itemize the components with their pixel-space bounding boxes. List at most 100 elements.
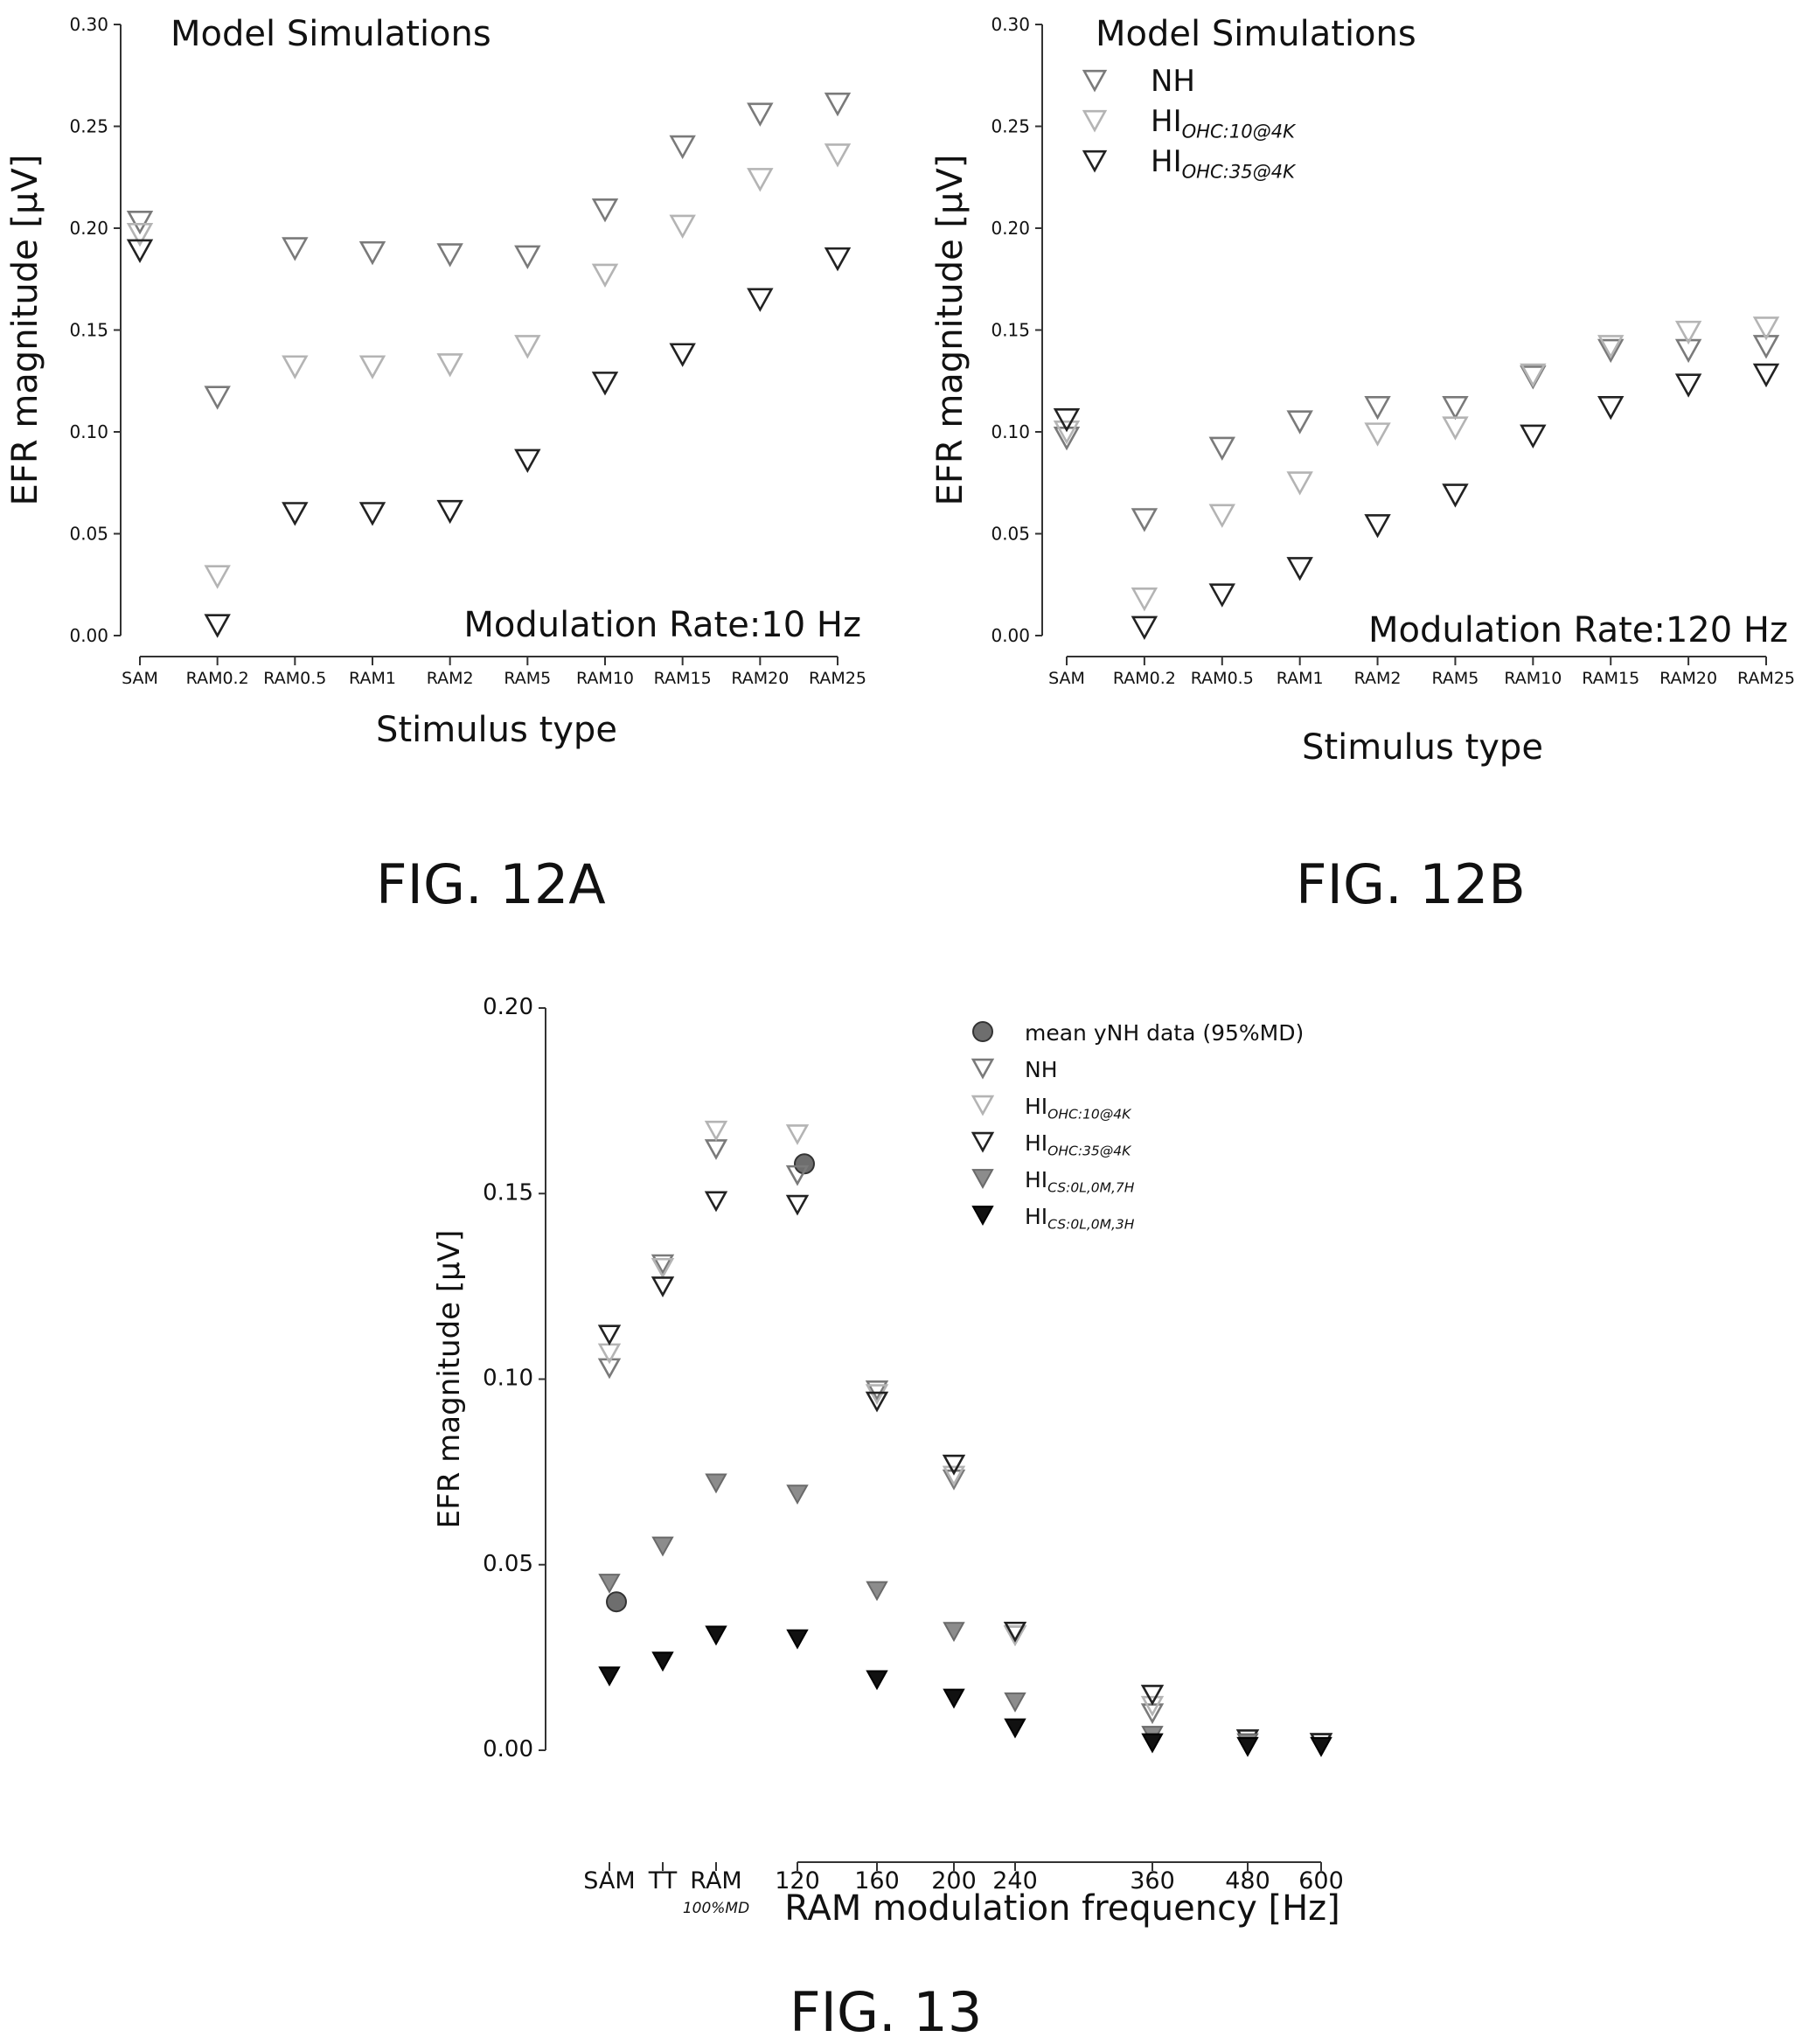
marker-cs7 bbox=[786, 1484, 809, 1505]
legend-label-hi10-main: HI bbox=[1025, 1094, 1047, 1119]
marker-hi35 bbox=[436, 499, 463, 525]
marker-hi10 bbox=[785, 1124, 810, 1145]
x-tick-label: RAM2 bbox=[427, 669, 474, 688]
marker-hi10 bbox=[942, 1465, 966, 1487]
marker-nh bbox=[747, 102, 774, 127]
marker-hi10 bbox=[204, 565, 231, 589]
x-tick-label: RAM15 bbox=[654, 669, 712, 688]
marker-hi10 bbox=[651, 1257, 675, 1279]
marker-hi35 bbox=[126, 239, 154, 264]
x-tick-label: RAM0.2 bbox=[186, 669, 249, 688]
x-tick-label: 360 bbox=[1130, 1867, 1175, 1895]
rate-annotation: Modulation Rate:120 Hz bbox=[1368, 610, 1788, 650]
x-tick-label: RAM20 bbox=[731, 669, 789, 688]
marker-nh bbox=[436, 243, 463, 268]
marker-nh bbox=[1286, 410, 1313, 435]
y-tick-label: 0.25 bbox=[69, 116, 108, 137]
y-axis-label: EFR magnitude [μV] bbox=[930, 155, 971, 506]
y-axis-label: EFR magnitude [μV] bbox=[5, 155, 45, 506]
marker-nh bbox=[865, 1380, 889, 1401]
legend-marker-data bbox=[972, 1021, 993, 1042]
legend-label-hi10-sub: OHC:10@4K bbox=[1047, 1107, 1132, 1123]
marker-cs3 bbox=[866, 1670, 888, 1691]
marker-hi35 bbox=[669, 343, 696, 367]
legend-label-hi10: HIOHC:10@4K bbox=[1025, 1094, 1132, 1123]
y-tick-label: 0.20 bbox=[991, 218, 1030, 239]
x-tick-label: RAM25 bbox=[1737, 669, 1795, 688]
marker-hi10 bbox=[1597, 335, 1625, 359]
marker-hi10 bbox=[1674, 320, 1702, 345]
x-axis-label: RAM modulation frequency [Hz] bbox=[784, 1888, 1340, 1929]
marker-hi35 bbox=[514, 448, 541, 473]
y-tick-label: 0.15 bbox=[483, 1179, 533, 1206]
marker-cs7 bbox=[651, 1536, 674, 1557]
y-tick-label: 0.05 bbox=[991, 524, 1030, 545]
marker-hi35 bbox=[1442, 483, 1469, 508]
marker-cs3 bbox=[651, 1651, 674, 1672]
x-tick-label: 120 bbox=[775, 1867, 820, 1895]
marker-nh bbox=[282, 237, 309, 261]
legend-label-cs3: HICS:0L,0M,3H bbox=[1025, 1204, 1135, 1233]
marker-cs3 bbox=[1310, 1736, 1332, 1757]
y-tick-label: 0.00 bbox=[483, 1736, 533, 1762]
caption-fig-12b: FIG. 12B bbox=[1296, 852, 1526, 916]
x-tick-label: 200 bbox=[931, 1867, 977, 1895]
marker-cs3 bbox=[1141, 1733, 1164, 1754]
x-tick-label: RAM0.5 bbox=[263, 669, 326, 688]
marker-nh bbox=[651, 1254, 675, 1276]
legend-marker-nh bbox=[1082, 69, 1108, 93]
legend-label-hi35: HIOHC:35@4K bbox=[1151, 144, 1297, 182]
marker-nh bbox=[669, 135, 696, 160]
legend-label-hi35-sub: OHC:35@4K bbox=[1047, 1144, 1132, 1159]
marker-cs7 bbox=[943, 1622, 965, 1643]
y-tick-label: 0.20 bbox=[483, 994, 533, 1020]
legend: mean yNH data (95%MD)NHHIOHC:10@4KHIOHC:… bbox=[971, 1020, 1304, 1233]
marker-hi35 bbox=[1520, 424, 1547, 449]
marker-hi10 bbox=[282, 355, 309, 379]
marker-nh bbox=[1597, 338, 1625, 364]
marker-hi35 bbox=[865, 1391, 889, 1413]
marker-nh bbox=[204, 386, 231, 410]
legend-label-data-main: mean yNH data (95%MD) bbox=[1025, 1020, 1304, 1046]
marker-hi35 bbox=[942, 1454, 966, 1476]
x-tick-label: SAM bbox=[583, 1867, 635, 1895]
marker-hi10 bbox=[824, 143, 852, 168]
y-tick-label: 0.30 bbox=[991, 14, 1030, 35]
marker-cs7 bbox=[1004, 1692, 1026, 1713]
marker-hi35 bbox=[282, 502, 309, 526]
marker-nh bbox=[942, 1469, 966, 1491]
legend-label-nh-main: NH bbox=[1025, 1057, 1058, 1082]
x-axis-label: Stimulus type bbox=[1302, 727, 1543, 768]
marker-hi35 bbox=[1053, 408, 1081, 433]
legend-marker-hi35 bbox=[1082, 149, 1108, 173]
legend-label-nh: NH bbox=[1025, 1057, 1058, 1082]
marker-hi10 bbox=[1520, 363, 1547, 388]
marker-hi10 bbox=[1003, 1625, 1027, 1646]
marker-hi35 bbox=[1364, 514, 1391, 539]
x-tick-label: RAM0.5 bbox=[1191, 669, 1254, 688]
marker-cs3 bbox=[786, 1629, 809, 1650]
marker-hi10 bbox=[865, 1384, 889, 1406]
marker-hi10 bbox=[1053, 420, 1081, 445]
marker-hi10 bbox=[1442, 416, 1469, 441]
legend-marker-cs3 bbox=[971, 1206, 994, 1226]
x-tick-label: RAM10 bbox=[1504, 669, 1562, 688]
marker-hi35 bbox=[747, 288, 774, 312]
x-tick-label: RAM15 bbox=[1582, 669, 1639, 688]
marker-hi35 bbox=[1140, 1685, 1165, 1706]
chart-panel-2: 0.00 0.05 0.10 0.15 0.20 0.25 0.30 EFR magnitud… bbox=[930, 14, 1795, 768]
chart-title: Model Simulations bbox=[170, 14, 491, 54]
x-tick-label: 480 bbox=[1225, 1867, 1270, 1895]
marker-hi35 bbox=[1208, 583, 1235, 608]
marker-hi10 bbox=[1131, 587, 1158, 612]
legend-label-nh-main: NH bbox=[1151, 64, 1195, 99]
x-tick-sublabel: 100%MD bbox=[683, 1900, 749, 1917]
marker-hi35 bbox=[1597, 396, 1625, 421]
x-tick-label: RAM bbox=[690, 1867, 741, 1895]
marker-nh bbox=[126, 211, 154, 235]
marker-hi35 bbox=[1752, 363, 1780, 388]
legend-marker-cs7 bbox=[971, 1169, 994, 1189]
legend-label-hi35: HIOHC:35@4K bbox=[1025, 1130, 1132, 1159]
x-tick-label: RAM20 bbox=[1659, 669, 1717, 688]
